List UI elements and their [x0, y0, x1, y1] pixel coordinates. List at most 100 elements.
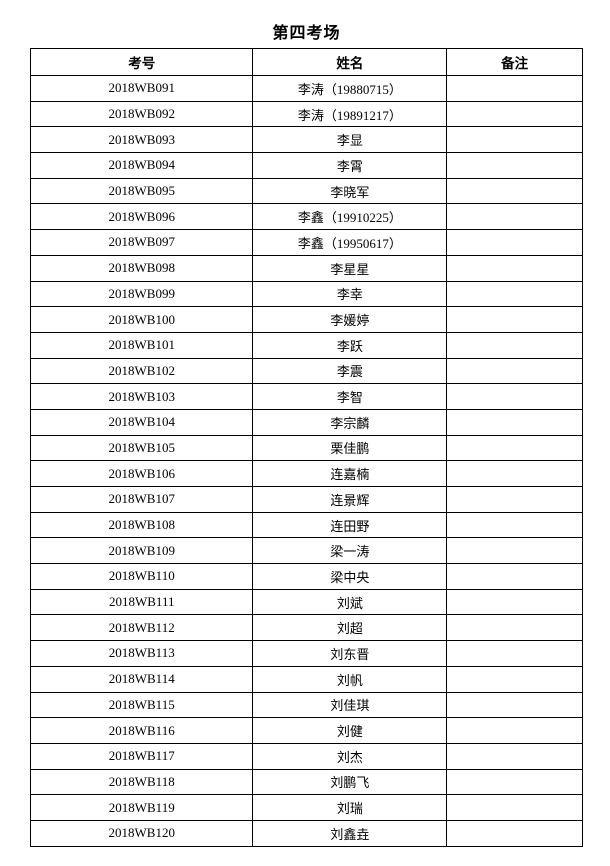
- name-cell: 栗佳鹏: [252, 434, 448, 462]
- name-cell: 刘东晋: [252, 640, 448, 667]
- exam-no-cell: 2018WB096: [29, 203, 254, 231]
- exam-no-cell: 2018WB117: [29, 742, 254, 770]
- name-cell: 李震: [252, 357, 448, 385]
- exam-roster-table: 考号 姓名 备注 2018WB091 李涛（19880715） 2018WB092 李…: [29, 48, 583, 847]
- table-row: 2018WB118 刘鹏飞: [29, 768, 583, 796]
- name-cell: 连田野: [252, 511, 448, 539]
- remark-cell: [446, 280, 583, 308]
- page-title: 第四考场: [272, 25, 341, 42]
- remark-cell: [446, 434, 583, 462]
- exam-no-cell: 2018WB099: [29, 280, 254, 308]
- table-row: 2018WB117 刘杰: [29, 742, 583, 770]
- remark-cell: [446, 614, 583, 642]
- exam-no-column-header: 考号: [29, 48, 254, 76]
- remark-cell: [446, 742, 583, 770]
- remark-cell: [446, 177, 583, 205]
- table-row: 2018WB114 刘帆: [29, 665, 583, 693]
- remark-cell: [446, 768, 583, 796]
- exam-no-cell: 2018WB112: [29, 614, 254, 642]
- exam-no-cell: 2018WB094: [29, 152, 254, 179]
- table-row: 2018WB094 李霄: [29, 152, 583, 179]
- exam-no-cell: 2018WB095: [29, 177, 254, 205]
- table-row: 2018WB108 连田野: [29, 511, 583, 539]
- name-cell: 李霄: [252, 152, 448, 179]
- table-row: 2018WB101 李跃: [29, 331, 583, 359]
- exam-no-cell: 2018WB120: [29, 819, 254, 847]
- table-row: 2018WB109 梁一涛: [29, 537, 583, 565]
- remark-cell: [446, 691, 583, 719]
- exam-no-cell: 2018WB113: [29, 640, 254, 667]
- remark-cell: [446, 819, 583, 847]
- table-row: 2018WB115 刘佳琪: [29, 691, 583, 719]
- exam-no-cell: 2018WB108: [29, 511, 254, 539]
- table-row: 2018WB119 刘瑞: [29, 794, 583, 821]
- exam-no-cell: 2018WB098: [29, 254, 254, 282]
- remark-cell: [446, 717, 583, 744]
- exam-no-cell: 2018WB106: [29, 460, 254, 487]
- exam-no-cell: 2018WB109: [29, 537, 254, 565]
- name-cell: 李涛（19891217）: [252, 100, 448, 128]
- name-cell: 刘斌: [252, 588, 448, 616]
- name-cell: 李显: [252, 126, 448, 154]
- exam-no-cell: 2018WB107: [29, 486, 254, 513]
- table-row: 2018WB096 李鑫（19910225）: [29, 203, 583, 231]
- remark-cell: [446, 537, 583, 565]
- table-row: 2018WB120 刘鑫垚: [29, 819, 583, 847]
- table-row: 2018WB092 李涛（19891217）: [29, 100, 583, 128]
- remark-cell: [446, 408, 583, 436]
- name-cell: 李鑫（19910225）: [252, 203, 448, 231]
- remark-cell: [446, 152, 583, 179]
- remark-cell: [446, 100, 583, 128]
- table-row: 2018WB113 刘东晋: [29, 640, 583, 667]
- table-row: 2018WB098 李星星: [29, 254, 583, 282]
- table-row: 2018WB091 李涛（19880715）: [29, 75, 583, 102]
- name-cell: 刘健: [252, 717, 448, 744]
- name-column-header: 姓名: [252, 48, 448, 76]
- exam-no-cell: 2018WB115: [29, 691, 254, 719]
- remark-cell: [446, 254, 583, 282]
- exam-no-cell: 2018WB092: [29, 100, 254, 128]
- remark-cell: [446, 460, 583, 487]
- table-row: 2018WB099 李幸: [29, 280, 583, 308]
- exam-no-cell: 2018WB114: [29, 665, 254, 693]
- remark-cell: [446, 331, 583, 359]
- remark-cell: [446, 383, 583, 410]
- name-cell: 刘瑞: [252, 794, 448, 821]
- name-cell: 连景辉: [252, 486, 448, 513]
- name-cell: 刘佳琪: [252, 691, 448, 719]
- exam-no-cell: 2018WB097: [29, 229, 254, 256]
- exam-no-cell: 2018WB101: [29, 331, 254, 359]
- table-row: 2018WB104 李宗麟: [29, 408, 583, 436]
- table-row: 2018WB093 李显: [29, 126, 583, 154]
- exam-no-cell: 2018WB093: [29, 126, 254, 154]
- table-row: 2018WB107 连景辉: [29, 486, 583, 513]
- exam-no-cell: 2018WB118: [29, 768, 254, 796]
- exam-no-cell: 2018WB103: [29, 383, 254, 410]
- table-row: 2018WB111 刘斌: [29, 588, 583, 616]
- remark-cell: [446, 306, 583, 333]
- name-cell: 李鑫（19950617）: [252, 229, 448, 256]
- exam-no-cell: 2018WB102: [29, 357, 254, 385]
- remark-cell: [446, 563, 583, 590]
- name-cell: 梁中央: [252, 563, 448, 590]
- exam-no-cell: 2018WB100: [29, 306, 254, 333]
- name-cell: 刘鑫垚: [252, 819, 448, 847]
- name-cell: 李智: [252, 383, 448, 410]
- remark-cell: [446, 126, 583, 154]
- exam-no-cell: 2018WB119: [29, 794, 254, 821]
- name-cell: 李涛（19880715）: [252, 75, 448, 102]
- remark-cell: [446, 640, 583, 667]
- table-row: 2018WB097 李鑫（19950617）: [29, 229, 583, 256]
- table-header: 考号 姓名 备注: [29, 48, 583, 76]
- name-cell: 梁一涛: [252, 537, 448, 565]
- exam-no-cell: 2018WB091: [29, 75, 254, 102]
- exam-no-cell: 2018WB116: [29, 717, 254, 744]
- table-row: 2018WB110 梁中央: [29, 563, 583, 590]
- name-cell: 李跃: [252, 331, 448, 359]
- remark-cell: [446, 486, 583, 513]
- table-row: 2018WB105 栗佳鹏: [29, 434, 583, 462]
- exam-no-cell: 2018WB111: [29, 588, 254, 616]
- table-row: 2018WB103 李智: [29, 383, 583, 410]
- name-cell: 刘鹏飞: [252, 768, 448, 796]
